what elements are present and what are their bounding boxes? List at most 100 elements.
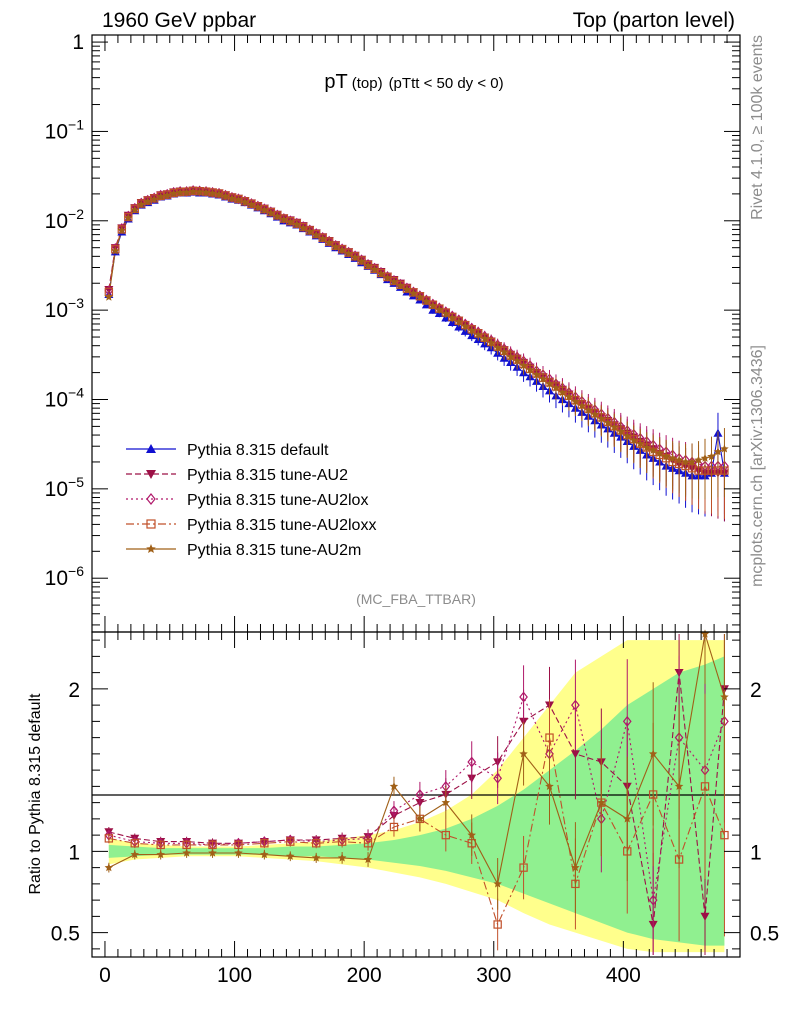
ratio-y-tick-label-right: 1 [750, 841, 762, 864]
ratio-point [337, 853, 347, 862]
data-point [124, 213, 133, 222]
header-right: Top (parton level) [573, 9, 735, 32]
ratio-y-tick-label-left: 2 [68, 679, 80, 702]
ratio-point [622, 715, 632, 727]
uncertainty-band-green [108, 656, 725, 946]
data-point [623, 431, 632, 440]
data-point [720, 444, 729, 453]
data-point [480, 334, 489, 343]
data-point [208, 188, 217, 197]
data-point [584, 405, 593, 414]
data-point [389, 277, 399, 286]
ratio-point [208, 848, 217, 857]
data-point [571, 397, 580, 406]
plot-title: pT (top) (pTtt < 50 dy < 0) [324, 71, 503, 93]
data-point [175, 188, 185, 197]
y-tick-label: 10−2 [45, 206, 85, 233]
data-point [169, 189, 178, 198]
data-point [558, 387, 567, 397]
data-point [195, 187, 204, 196]
data-point [707, 452, 716, 461]
y-tick-label: 10−6 [45, 563, 85, 590]
data-point [402, 285, 412, 294]
data-point [629, 435, 638, 444]
data-point [415, 292, 425, 301]
data-point [214, 189, 224, 198]
ratio-point [700, 912, 710, 921]
data-point [525, 365, 535, 374]
data-point [422, 297, 431, 306]
data-point [538, 374, 548, 383]
data-point [473, 330, 483, 339]
data-point [221, 191, 230, 200]
data-point [324, 238, 334, 247]
legend-label: Pythia 8.315 tune-AU2 [187, 467, 348, 484]
ratio-point [519, 691, 528, 703]
data-point [305, 226, 314, 236]
data-point [512, 356, 522, 365]
data-point [331, 242, 340, 251]
series-line-AU2loxx [108, 190, 725, 472]
legend-marker [146, 519, 156, 529]
ratio-point [571, 863, 580, 872]
legend-entry-AU2lox: Pythia 8.315 tune-AU2lox [126, 492, 368, 509]
data-point [240, 197, 250, 206]
x-tick-label: 200 [347, 964, 382, 987]
legend-label: Pythia 8.315 tune-AU2m [187, 542, 361, 559]
ratio-point [493, 879, 502, 888]
ratio-point [545, 733, 554, 742]
data-point [260, 205, 269, 214]
legend-entry-AU2m: Pythia 8.315 tune-AU2m [126, 542, 361, 559]
data-point [130, 205, 139, 214]
y-tick-label: 10−5 [45, 474, 85, 501]
data-point [590, 410, 600, 419]
data-point [700, 453, 710, 462]
data-point [143, 197, 152, 206]
mcplots-label: mcplots.cern.ch [arXiv:1306.3436] [749, 345, 766, 587]
data-point [111, 246, 120, 255]
data-point [370, 265, 379, 274]
ratio-point [130, 850, 139, 859]
data-point [234, 195, 243, 204]
ratio-point [311, 853, 321, 862]
data-point [253, 202, 263, 211]
title-main: pT [324, 71, 347, 93]
data-point [428, 301, 438, 310]
ratio-point [648, 894, 658, 906]
ratio-point [312, 839, 321, 848]
legend-entry-AU2: Pythia 8.315 tune-AU2 [126, 467, 348, 484]
y-tick-label: 10−4 [45, 384, 85, 411]
legend-label: Pythia 8.315 default [187, 442, 329, 459]
data-point [694, 455, 703, 464]
legend-label: Pythia 8.315 tune-AU2loxx [187, 517, 376, 534]
title-cut: (pTtt < 50 dy < 0) [389, 75, 504, 92]
data-point [182, 187, 191, 196]
data-point [227, 193, 237, 202]
y-tick-label: 10−3 [45, 295, 85, 322]
title-sub: (top) [352, 75, 383, 92]
data-point [117, 225, 127, 235]
data-point [279, 215, 289, 224]
data-point [545, 379, 554, 388]
data-point [137, 200, 146, 209]
ratio-point [156, 840, 165, 850]
data-point [247, 200, 256, 209]
data-point [396, 281, 405, 290]
data-point [266, 208, 276, 217]
ratio-point [597, 798, 606, 807]
data-point [104, 292, 114, 301]
ratio-point [286, 851, 295, 860]
ratio-point [337, 837, 347, 846]
ratio-point [467, 830, 476, 839]
data-point [603, 418, 613, 427]
series-line-AU2m [108, 191, 725, 463]
data-point [610, 422, 619, 431]
data-point [350, 252, 360, 261]
ratio-point [493, 920, 502, 929]
ratio-point [363, 855, 373, 864]
data-point [499, 347, 509, 356]
data-point [363, 261, 373, 270]
legend-entry-default: Pythia 8.315 default [126, 442, 329, 459]
data-point [661, 452, 671, 461]
